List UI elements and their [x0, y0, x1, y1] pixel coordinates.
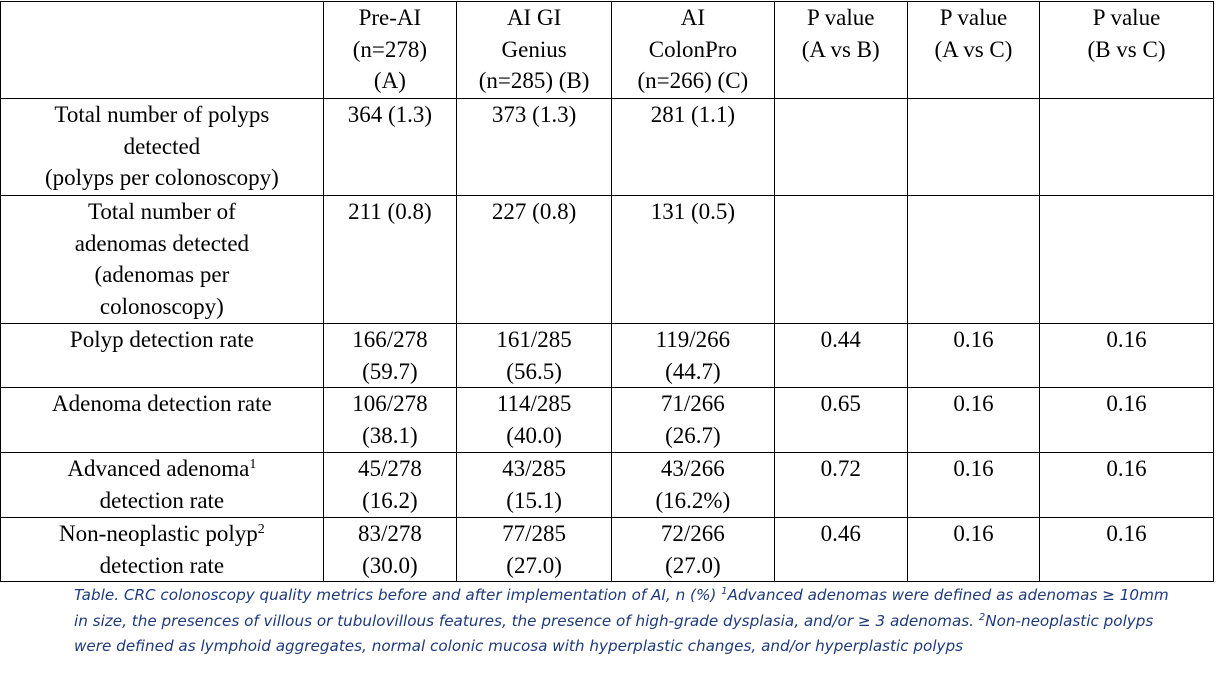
- cell-p-a-vs-b: 0.44: [773, 323, 908, 388]
- cell-p-b-vs-c: 0.16: [1039, 387, 1214, 453]
- row-label-text: Adenoma detection rate: [52, 391, 272, 416]
- cell-p-b-vs-c: 0.16: [1039, 517, 1214, 582]
- row-label-text: Non-neoplastic polyp: [59, 521, 258, 546]
- table-row: Non-neoplastic polyp2 detection rate 83/2…: [0, 517, 1214, 582]
- footnote-mark: 1: [249, 457, 257, 472]
- cell-p-a-vs-c: 0.16: [906, 323, 1041, 388]
- caption-lead: Table. CRC colonoscopy quality metrics b…: [74, 586, 722, 604]
- header-empty-cell: [0, 1, 324, 99]
- row-label-text: Total number of polyps detected (polyps …: [44, 102, 279, 190]
- table-row: Total number of polyps detected (polyps …: [0, 98, 1214, 196]
- cell-p-a-vs-b: 0.72: [773, 452, 908, 518]
- cell-p-b-vs-c: [1039, 195, 1214, 324]
- table-caption: Table. CRC colonoscopy quality metrics b…: [74, 583, 1184, 660]
- header-p-value-a-vs-b: P value (A vs B): [773, 1, 908, 99]
- cell-ai-gi-genius: 114/285 (40.0): [456, 387, 613, 453]
- cell-ai-colonpro: 131 (0.5): [611, 195, 775, 324]
- quality-metrics-table: Pre-AI (n=278) (A) AI GI Genius (n=285) …: [0, 1, 1214, 582]
- cell-pre-ai: 106/278 (38.1): [322, 387, 458, 453]
- row-label-text-line2: detection rate: [99, 552, 225, 578]
- cell-ai-colonpro: 43/266 (16.2%): [611, 452, 775, 518]
- cell-pre-ai: 211 (0.8): [322, 195, 458, 324]
- cell-p-a-vs-c: [906, 98, 1041, 196]
- cell-p-a-vs-c: 0.16: [906, 387, 1041, 453]
- row-label-text: Total number of adenomas detected (adeno…: [74, 199, 250, 319]
- footnote-mark: 2: [257, 522, 265, 537]
- table-row: Advanced adenoma1 detection rate 45/278 (…: [0, 452, 1214, 518]
- cell-p-a-vs-b: [773, 98, 908, 196]
- cell-pre-ai: 364 (1.3): [322, 98, 458, 196]
- row-label-text: Polyp detection rate: [69, 327, 254, 352]
- cell-ai-colonpro: 71/266 (26.7): [611, 387, 775, 453]
- cell-ai-gi-genius: 161/285 (56.5): [456, 323, 613, 388]
- cell-ai-colonpro: 72/266 (27.0): [611, 517, 775, 582]
- header-ai-colonpro: AI ColonPro (n=266) (C): [611, 1, 775, 99]
- header-p-value-a-vs-c: P value (A vs C): [906, 1, 1041, 99]
- header-p-value-b-vs-c: P value (B vs C): [1039, 1, 1214, 99]
- table-row: Adenoma detection rate 106/278 (38.1) 11…: [0, 387, 1214, 453]
- cell-ai-colonpro: 119/266 (44.7): [611, 323, 775, 388]
- footnote-1-mark: 1: [721, 586, 728, 597]
- cell-ai-gi-genius: 77/285 (27.0): [456, 517, 613, 582]
- table-row: Total number of adenomas detected (adeno…: [0, 195, 1214, 324]
- row-label: Polyp detection rate: [0, 323, 324, 388]
- cell-ai-gi-genius: 43/285 (15.1): [456, 452, 613, 518]
- row-label: Non-neoplastic polyp2 detection rate: [0, 517, 324, 582]
- row-label: Adenoma detection rate: [0, 387, 324, 453]
- cell-pre-ai: 45/278 (16.2): [322, 452, 458, 518]
- footnote-2-text: Non-neoplastic polyps were defined as ly…: [74, 611, 1154, 656]
- cell-p-b-vs-c: 0.16: [1039, 323, 1214, 388]
- cell-p-a-vs-c: 0.16: [906, 517, 1041, 582]
- row-label: Total number of adenomas detected (adeno…: [0, 195, 324, 324]
- header-row: Pre-AI (n=278) (A) AI GI Genius (n=285) …: [0, 1, 1214, 99]
- cell-p-b-vs-c: [1039, 98, 1214, 196]
- row-label-text-line2: detection rate: [99, 487, 225, 513]
- cell-p-a-vs-c: [906, 195, 1041, 324]
- row-label: Total number of polyps detected (polyps …: [0, 98, 324, 196]
- header-ai-gi-genius: AI GI Genius (n=285) (B): [456, 1, 613, 99]
- cell-p-a-vs-b: 0.46: [773, 517, 908, 582]
- footnote-1-text: Advanced adenomas were defined as adenom…: [74, 586, 1169, 630]
- cell-pre-ai: 83/278 (30.0): [322, 517, 458, 582]
- row-label-text: Advanced adenoma: [67, 456, 250, 481]
- cell-ai-gi-genius: 227 (0.8): [456, 195, 613, 324]
- cell-ai-colonpro: 281 (1.1): [611, 98, 775, 196]
- table-row: Polyp detection rate 166/278 (59.7) 161/…: [0, 323, 1214, 388]
- cell-p-b-vs-c: 0.16: [1039, 452, 1214, 518]
- footnote-2-mark: 2: [978, 611, 986, 623]
- cell-p-a-vs-c: 0.16: [906, 452, 1041, 518]
- row-label: Advanced adenoma1 detection rate: [0, 452, 324, 518]
- cell-ai-gi-genius: 373 (1.3): [456, 98, 613, 196]
- cell-p-a-vs-b: [773, 195, 908, 324]
- cell-p-a-vs-b: 0.65: [773, 387, 908, 453]
- header-pre-ai: Pre-AI (n=278) (A): [322, 1, 458, 99]
- cell-pre-ai: 166/278 (59.7): [322, 323, 458, 388]
